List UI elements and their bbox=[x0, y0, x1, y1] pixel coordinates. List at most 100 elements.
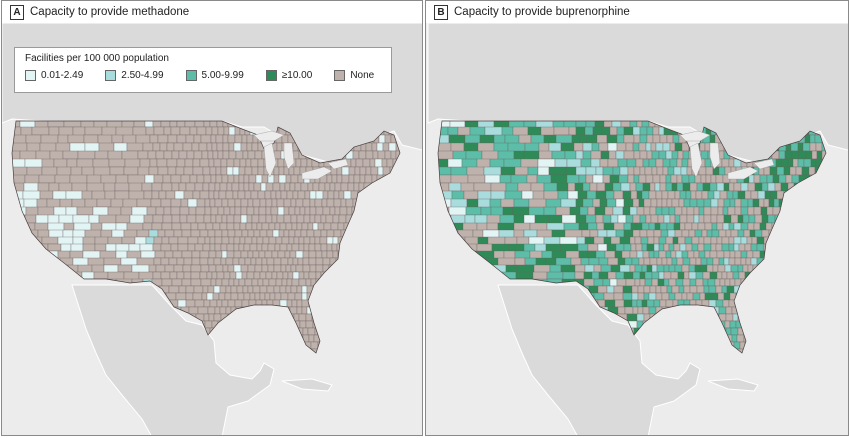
county bbox=[268, 236, 277, 245]
county bbox=[730, 327, 739, 336]
county bbox=[312, 222, 319, 231]
county bbox=[185, 292, 194, 301]
county bbox=[600, 264, 612, 273]
county bbox=[358, 150, 367, 160]
county bbox=[225, 306, 232, 315]
county bbox=[161, 222, 173, 231]
county bbox=[763, 198, 770, 208]
county bbox=[578, 174, 587, 184]
county bbox=[590, 158, 601, 168]
county bbox=[145, 236, 155, 245]
county bbox=[631, 299, 638, 308]
legend-item-4: None bbox=[334, 70, 374, 81]
county bbox=[688, 264, 696, 273]
county bbox=[514, 166, 529, 176]
county bbox=[575, 126, 586, 136]
county bbox=[243, 182, 250, 192]
county bbox=[646, 264, 653, 273]
county bbox=[307, 182, 314, 192]
county bbox=[295, 264, 304, 273]
county bbox=[684, 236, 693, 245]
county bbox=[676, 257, 684, 266]
county bbox=[234, 134, 243, 144]
county bbox=[238, 174, 245, 184]
county bbox=[253, 271, 261, 280]
county bbox=[315, 264, 324, 273]
county bbox=[754, 182, 763, 192]
county bbox=[671, 182, 678, 192]
county bbox=[704, 292, 713, 301]
county bbox=[600, 150, 610, 160]
county bbox=[667, 229, 676, 238]
county bbox=[635, 243, 643, 252]
county bbox=[636, 299, 643, 308]
county bbox=[226, 250, 235, 259]
county bbox=[264, 250, 273, 259]
county bbox=[241, 229, 249, 238]
county bbox=[670, 174, 678, 184]
county bbox=[178, 285, 187, 294]
county bbox=[637, 306, 644, 315]
county bbox=[603, 222, 615, 231]
county bbox=[280, 257, 289, 266]
county bbox=[261, 243, 269, 252]
county bbox=[261, 174, 269, 184]
county bbox=[250, 190, 259, 200]
county bbox=[191, 142, 200, 152]
county bbox=[623, 150, 635, 160]
county bbox=[238, 243, 245, 252]
county bbox=[633, 150, 641, 160]
county bbox=[168, 285, 180, 294]
county bbox=[26, 166, 43, 177]
county bbox=[604, 299, 616, 308]
county bbox=[234, 299, 243, 308]
county bbox=[155, 150, 165, 160]
county bbox=[309, 214, 316, 224]
county bbox=[372, 150, 379, 160]
county bbox=[645, 214, 652, 224]
county bbox=[648, 158, 657, 168]
county bbox=[505, 264, 518, 274]
county bbox=[179, 126, 191, 136]
county bbox=[359, 174, 366, 184]
county bbox=[582, 198, 594, 208]
county bbox=[694, 264, 701, 273]
us-outline bbox=[437, 120, 827, 354]
county bbox=[624, 306, 634, 315]
county bbox=[183, 257, 193, 266]
county bbox=[278, 174, 287, 184]
county bbox=[698, 236, 705, 245]
county bbox=[649, 182, 656, 192]
county bbox=[674, 229, 683, 238]
county bbox=[641, 190, 650, 200]
county bbox=[234, 229, 243, 238]
county bbox=[729, 278, 736, 287]
county bbox=[546, 222, 565, 231]
legend-label-2: 5.00-9.99 bbox=[201, 70, 244, 81]
mexico-landmass bbox=[497, 284, 701, 435]
county bbox=[657, 278, 665, 287]
county bbox=[257, 278, 264, 287]
county bbox=[204, 198, 211, 208]
county bbox=[742, 264, 749, 273]
county bbox=[625, 142, 634, 152]
county bbox=[197, 236, 206, 245]
county bbox=[182, 264, 192, 273]
county bbox=[536, 229, 553, 239]
county bbox=[616, 142, 627, 152]
county bbox=[113, 142, 128, 153]
county bbox=[276, 214, 285, 224]
county bbox=[277, 158, 285, 168]
county bbox=[170, 206, 181, 216]
county bbox=[689, 257, 697, 266]
county bbox=[281, 134, 289, 144]
county bbox=[579, 206, 589, 216]
county bbox=[148, 229, 159, 238]
county bbox=[632, 271, 641, 280]
county bbox=[593, 292, 605, 301]
county bbox=[683, 271, 690, 280]
county bbox=[659, 222, 668, 231]
county bbox=[176, 271, 185, 280]
county bbox=[353, 174, 361, 184]
county bbox=[189, 126, 198, 136]
